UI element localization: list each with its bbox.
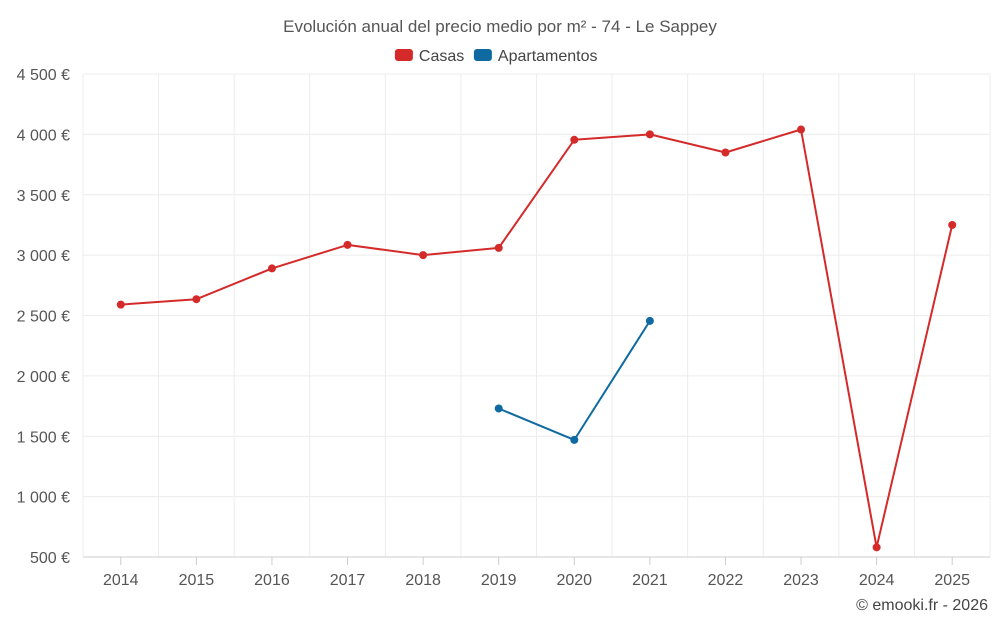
x-tick-label: 2018 (405, 572, 441, 589)
data-point-casas-2023[interactable] (797, 125, 806, 134)
data-point-apartamentos-2019[interactable] (494, 404, 503, 413)
data-point-casas-2021[interactable] (645, 130, 654, 139)
legend-item-casas[interactable]: Casas (394, 48, 464, 65)
x-tick-label: 2016 (254, 572, 290, 589)
legend-swatch-casas (394, 49, 413, 61)
y-tick-label: 500 € (30, 550, 70, 567)
y-tick-label: 3 500 € (17, 188, 70, 205)
data-point-casas-2019[interactable] (494, 243, 503, 252)
legend-item-apartamentos[interactable]: Apartamentos (473, 48, 598, 65)
data-point-casas-2017[interactable] (343, 240, 352, 249)
series-line-apartamentos (498, 320, 651, 441)
x-tick-label: 2025 (934, 572, 970, 589)
data-point-apartamentos-2021[interactable] (645, 316, 654, 325)
x-tick-label: 2015 (179, 572, 215, 589)
y-tick-label: 4 000 € (17, 127, 70, 144)
x-tick-label: 2019 (481, 572, 517, 589)
y-tick-label: 2 500 € (17, 309, 70, 326)
data-point-casas-2024[interactable] (872, 543, 881, 552)
legend-swatch-apartamentos (473, 49, 492, 61)
data-point-casas-2020[interactable] (570, 135, 579, 144)
y-axis: 500 € 1 000 € 1 500 € 2 000 € 2 500 € 3 000 €… (17, 67, 70, 567)
y-tick-label: 2 000 € (17, 369, 70, 386)
data-point-casas-2022[interactable] (721, 148, 730, 157)
chart-title: Evolución anual del precio medio por m² … (283, 17, 717, 36)
x-tick-label: 2024 (859, 572, 895, 589)
legend[interactable]: Casas Apartamentos (394, 48, 598, 65)
data-point-casas-2018[interactable] (419, 251, 428, 260)
grid-lines (82, 73, 991, 558)
y-tick-label: 1 000 € (17, 490, 70, 507)
legend-label-casas: Casas (419, 48, 464, 65)
x-tick-label: 2017 (330, 572, 366, 589)
y-tick-label: 1 500 € (17, 429, 70, 446)
x-tick-label: 2021 (632, 572, 668, 589)
x-axis: 2014 2015 2016 2017 2018 2019 2020 2021 2022 2023… (83, 556, 990, 589)
x-tick-label: 2020 (556, 572, 592, 589)
y-tick-label: 3 000 € (17, 248, 70, 265)
x-tick-label: 2023 (783, 572, 819, 589)
series-line-casas (120, 128, 954, 549)
credit-text: © emooki.fr - 2026 (856, 597, 988, 614)
data-point-apartamentos-2020[interactable] (570, 435, 579, 444)
series-group (116, 125, 957, 552)
data-point-casas-2016[interactable] (267, 264, 276, 273)
data-point-casas-2025[interactable] (948, 220, 957, 229)
data-point-casas-2014[interactable] (116, 300, 125, 309)
x-tick-label: 2014 (103, 572, 139, 589)
data-point-casas-2015[interactable] (192, 295, 201, 304)
y-tick-label: 4 500 € (17, 67, 70, 84)
legend-label-apartamentos: Apartamentos (498, 48, 598, 65)
x-tick-label: 2022 (708, 572, 744, 589)
